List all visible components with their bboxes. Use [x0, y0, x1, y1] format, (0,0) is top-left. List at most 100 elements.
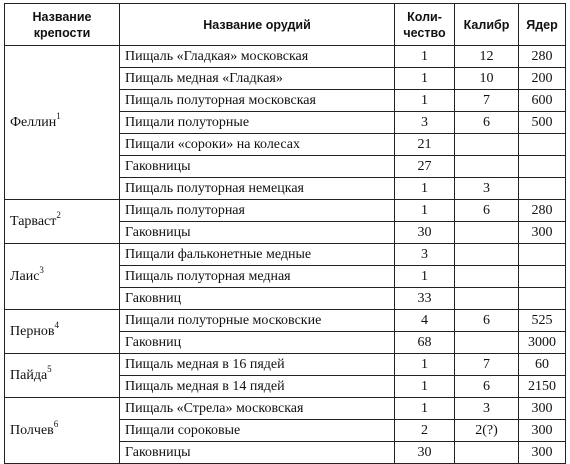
- shots-cell: 60: [518, 353, 566, 376]
- caliber-cell: 7: [454, 89, 519, 112]
- shots-cell: [518, 265, 566, 288]
- caliber-cell: 12: [454, 45, 519, 68]
- header-caliber: Калибр: [454, 3, 519, 46]
- quantity-cell: 21: [394, 133, 455, 156]
- footnote-marker: 3: [39, 264, 44, 275]
- shots-cell: 300: [518, 441, 566, 464]
- shots-cell: [518, 243, 566, 266]
- header-quantity-line-1: Коли-: [407, 9, 442, 24]
- table-body: Феллин1 Пищаль «Гладкая» московская 1 12 280…: [4, 45, 566, 464]
- caliber-cell: 7: [454, 353, 519, 376]
- weapon-name-cell: Гаковницы: [119, 221, 395, 244]
- weapon-name-cell: Пищаль «Стрела» московская: [119, 397, 395, 420]
- header-fortress-line-2: крепости: [33, 25, 91, 40]
- fortress-name: Пайда: [10, 367, 48, 383]
- table-row: Гаковниц 68 3000: [5, 331, 566, 354]
- caliber-cell: 10: [454, 67, 519, 90]
- header-fortress-line-1: Название: [32, 9, 92, 24]
- weapon-name-cell: Пищаль «Гладкая» московская: [119, 45, 395, 68]
- caliber-cell: 6: [454, 199, 519, 222]
- table-row: Пайда5 Пищаль медная в 16 пядей 1 7 60: [4, 353, 566, 398]
- footnote-marker: 6: [53, 418, 59, 429]
- caliber-cell: 6: [454, 375, 519, 398]
- table-row: Пищаль полуторная немецкая 1 3: [5, 177, 566, 200]
- table-row: Пищаль медная в 14 пядей 1 6 2150: [5, 375, 566, 398]
- quantity-cell: 1: [394, 199, 455, 222]
- shots-cell: 2150: [518, 375, 566, 398]
- caliber-cell: [454, 221, 519, 244]
- weapon-name-cell: Пищаль медная «Гладкая»: [119, 67, 395, 90]
- quantity-cell: 3: [394, 243, 455, 266]
- table-row: Тарваст2 Пищаль полуторная 1 6 280: [4, 199, 566, 244]
- caliber-cell: [454, 155, 519, 178]
- weapon-name-cell: Пищаль медная в 16 пядей: [119, 353, 395, 376]
- quantity-cell: 27: [394, 155, 455, 178]
- quantity-cell: 33: [394, 287, 455, 310]
- table-row: Феллин1 Пищаль «Гладкая» московская 1 12 280: [4, 45, 566, 200]
- quantity-cell: 1: [394, 375, 455, 398]
- quantity-cell: 1: [394, 397, 455, 420]
- weapon-name-cell: Пищаль медная в 14 пядей: [119, 375, 395, 398]
- quantity-cell: 68: [394, 331, 455, 354]
- caliber-cell: 6: [454, 309, 519, 332]
- table-row: Пернов4 Пищали полуторные московские 4 6 525: [4, 309, 566, 354]
- weapon-name-cell: Гаковниц: [119, 287, 395, 310]
- header-shots: Ядер: [518, 3, 566, 46]
- caliber-cell: [454, 133, 519, 156]
- fortress-name-cell: Полчев6: [4, 397, 120, 464]
- fortress-name: Полчев: [10, 422, 54, 438]
- weapon-name-cell: Пищали полуторные московские: [119, 309, 395, 332]
- footnote-marker: 2: [56, 209, 61, 220]
- caliber-cell: 3: [454, 177, 519, 200]
- weapon-name-cell: Пищаль полуторная: [119, 199, 395, 222]
- footnote-marker: 5: [47, 363, 52, 374]
- shots-cell: 200: [518, 67, 566, 90]
- quantity-cell: 1: [394, 265, 455, 288]
- quantity-cell: 1: [394, 45, 455, 68]
- caliber-cell: [454, 441, 519, 464]
- caliber-cell: 2(?): [454, 419, 519, 442]
- fortress-name-cell: Феллин1: [4, 45, 120, 200]
- caliber-cell: 3: [454, 397, 519, 420]
- quantity-cell: 2: [394, 419, 455, 442]
- fortress-name-cell: Тарваст2: [4, 199, 120, 244]
- shots-cell: 300: [518, 397, 566, 420]
- shots-cell: [518, 287, 566, 310]
- weapon-name-cell: Пищали «сороки» на колесах: [119, 133, 395, 156]
- fortress-name-cell: Пайда5: [4, 353, 120, 398]
- shots-cell: [518, 177, 566, 200]
- fortress-name: Феллин: [10, 114, 57, 130]
- fortress-name-cell: Лаис3: [4, 243, 120, 310]
- artillery-table: Название крепости Название орудий Коли- …: [4, 3, 566, 464]
- shots-cell: 600: [518, 89, 566, 112]
- quantity-cell: 1: [394, 67, 455, 90]
- quantity-cell: 1: [394, 89, 455, 112]
- table-row: Гаковницы 30 300: [5, 441, 566, 464]
- shots-cell: 500: [518, 111, 566, 134]
- shots-cell: 525: [518, 309, 566, 332]
- table-row: Гаковницы 30 300: [5, 221, 566, 244]
- weapon-name-cell: Гаковниц: [119, 331, 395, 354]
- table-row: Пищали «сороки» на колесах 21: [5, 133, 566, 156]
- caliber-cell: [454, 265, 519, 288]
- shots-cell: [518, 155, 566, 178]
- shots-cell: 300: [518, 419, 566, 442]
- fortress-name: Лаис: [10, 268, 40, 284]
- header-quantity-line-2: чество: [403, 25, 446, 40]
- fortress-name: Тарваст: [10, 213, 57, 229]
- caliber-cell: 6: [454, 111, 519, 134]
- weapon-name-cell: Пищали полуторные: [119, 111, 395, 134]
- quantity-cell: 3: [394, 111, 455, 134]
- table-row: Полчев6 Пищаль «Стрела» московская 1 3 300: [4, 397, 566, 464]
- header-weapon: Название орудий: [119, 3, 395, 46]
- shots-cell: 300: [518, 221, 566, 244]
- quantity-cell: 30: [394, 441, 455, 464]
- header-quantity: Коли- чество: [394, 3, 455, 46]
- caliber-cell: [454, 287, 519, 310]
- weapon-name-cell: Пищаль полуторная московская: [119, 89, 395, 112]
- shots-cell: 280: [518, 199, 566, 222]
- weapon-name-cell: Пищали фальконетные медные: [119, 243, 395, 266]
- header-fortress: Название крепости: [4, 3, 120, 46]
- weapon-name-cell: Гаковницы: [119, 441, 395, 464]
- table-row: Пищали сороковые 2 2(?) 300: [5, 419, 566, 442]
